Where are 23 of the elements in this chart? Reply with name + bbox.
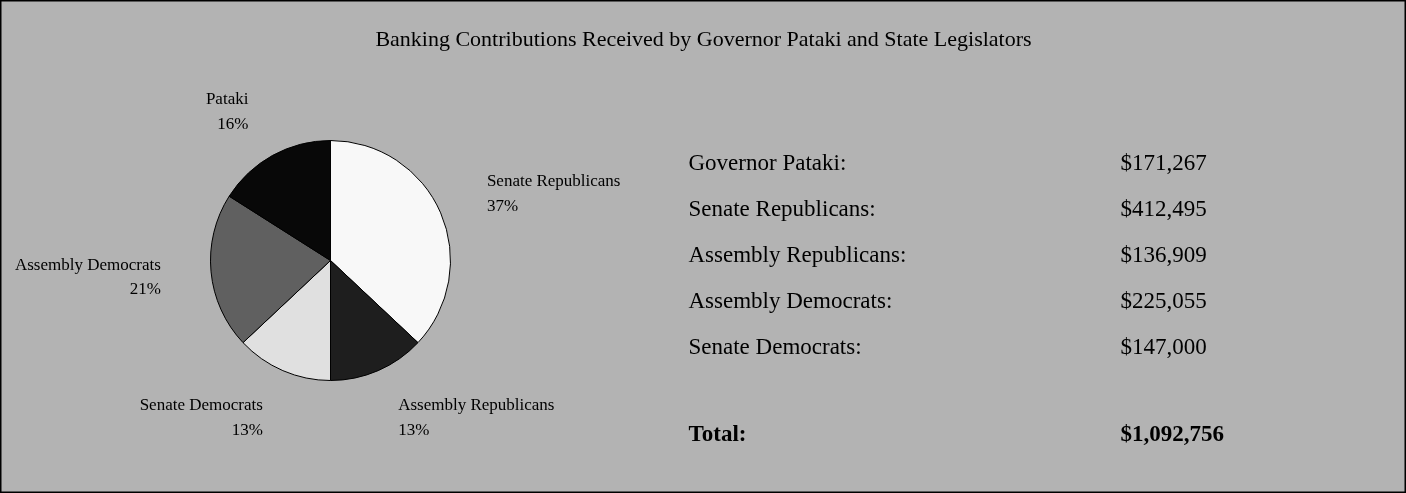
text: $171,267 [1120, 150, 1207, 175]
data-label: 13% [398, 419, 430, 439]
text: $412,495 [1120, 196, 1207, 221]
text: Assembly Democrats: [688, 288, 893, 313]
text: Total: [688, 421, 747, 446]
text: Senate Republicans: [688, 196, 876, 221]
slice-label: Assembly Democrats [14, 254, 161, 274]
data-label: 37% [486, 195, 519, 215]
slice-label: Assembly Republicans [398, 395, 555, 415]
text: $1,092,756 [1120, 421, 1224, 446]
slice-label: Senate Democrats [139, 395, 263, 415]
slice-label: Senate Republicans [486, 170, 621, 190]
text: Senate Democrats: [688, 334, 862, 359]
text: $136,909 [1120, 242, 1207, 267]
data-label: 16% [217, 114, 249, 134]
text: $225,055 [1120, 288, 1207, 313]
data-label: 21% [129, 279, 161, 299]
text: $147,000 [1120, 334, 1207, 359]
text: Governor Pataki: [688, 150, 847, 175]
text: Banking Contributions Received by Governor Pataki and State Legislators [375, 26, 1032, 51]
text: Assembly Republicans: [688, 242, 907, 267]
slice-label: Pataki [205, 89, 249, 109]
data-label: 13% [231, 419, 263, 439]
